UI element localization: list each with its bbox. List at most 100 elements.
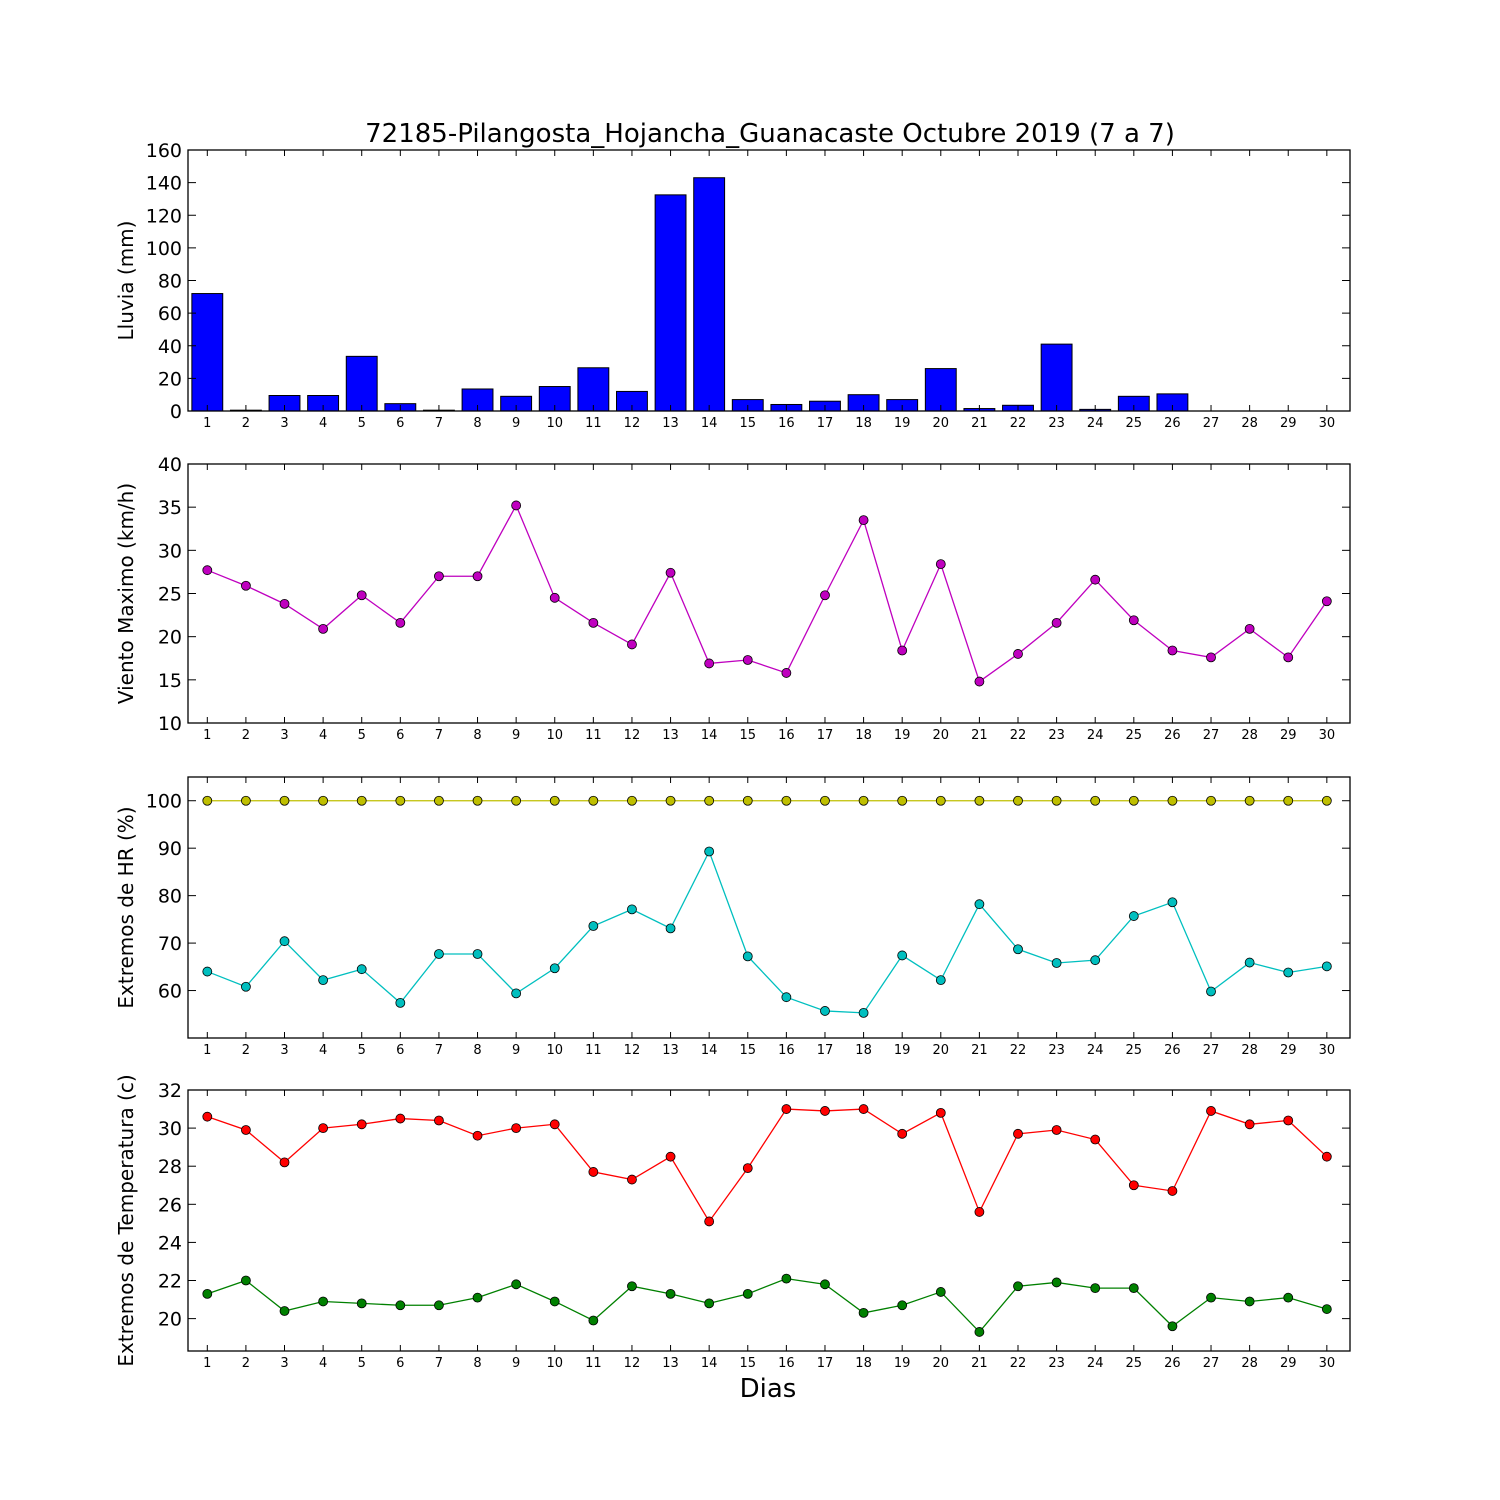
temperature-data-point [974, 1327, 985, 1337]
temperature-data-point [588, 1167, 599, 1177]
humidity-x-tick-label: 1 [203, 1043, 211, 1058]
humidity-y-tick-label: 80 [158, 886, 182, 908]
humidity-data-point [820, 795, 830, 806]
humidity-data-point [1321, 795, 1332, 806]
temperature-data-point [1051, 1277, 1062, 1288]
wind-x-tick-label: 15 [739, 728, 756, 743]
rain-x-tick-label: 21 [971, 416, 988, 431]
rain-x-tick-label: 11 [585, 416, 602, 431]
wind-data-point [434, 571, 444, 582]
temperature-x-tick-label: 17 [817, 1356, 834, 1371]
rain-x-tick-label: 8 [473, 416, 481, 431]
temperature-axis-frame [187, 1089, 1351, 1352]
temperature-data-point [1128, 1180, 1139, 1191]
humidity-data-point [511, 795, 522, 806]
humidity-x-tick-label: 6 [396, 1043, 404, 1058]
wind-data-point [974, 676, 985, 687]
temperature-series-line-2 [207, 1277, 1328, 1333]
wind-x-tick-label: 19 [894, 728, 911, 743]
temperature-x-tick-label: 14 [701, 1356, 718, 1371]
humidity-data-point [549, 963, 560, 974]
humidity-data-point [1244, 957, 1255, 968]
rain-y-tick-label: 0 [170, 401, 182, 423]
humidity-x-tick-label: 13 [662, 1043, 679, 1058]
rain-x-tick-label: 22 [1010, 416, 1027, 431]
temperature-data-point [820, 1106, 830, 1116]
wind-data-point [781, 668, 792, 678]
wind-y-tick-label: 10 [158, 713, 182, 735]
temperature-data-point [434, 1115, 444, 1126]
rain-x-tick-label: 2 [242, 416, 250, 431]
humidity-data-point [1206, 795, 1216, 806]
wind-data-point [858, 515, 869, 526]
humidity-data-point [1167, 795, 1178, 806]
rain-y-tick-label: 120 [146, 205, 182, 227]
temperature-data-point [742, 1288, 753, 1299]
temperature-x-tick-label: 8 [473, 1356, 481, 1371]
temperature-x-tick-label: 12 [624, 1356, 641, 1371]
humidity-x-tick-label: 28 [1241, 1043, 1258, 1058]
temperature-x-tick-label: 23 [1048, 1356, 1065, 1371]
rain-x-tick-label: 26 [1164, 416, 1181, 431]
wind-x-tick-label: 10 [546, 728, 563, 743]
humidity-data-point [1128, 911, 1139, 921]
wind-data-point [1283, 652, 1294, 663]
wind-x-tick-label: 22 [1010, 728, 1027, 743]
temperature-data-point [356, 1119, 367, 1130]
rain-x-tick-label: 28 [1241, 416, 1258, 431]
temperature-data-point [1167, 1321, 1178, 1332]
wind-x-tick-label: 29 [1280, 728, 1297, 743]
rain-y-tick-label: 80 [158, 271, 182, 293]
wind-data-point [1128, 615, 1139, 626]
wind-data-point [588, 617, 599, 628]
temperature-x-tick-label: 18 [855, 1356, 872, 1371]
rain-x-tick-label: 6 [396, 416, 404, 431]
humidity-data-point [1167, 897, 1178, 908]
humidity-data-point [781, 992, 792, 1003]
humidity-series-line-2 [207, 849, 1327, 1014]
wind-data-point [627, 639, 637, 650]
temperature-data-point [549, 1296, 560, 1307]
wind-x-tick-label: 17 [817, 728, 834, 743]
wind-data-point [1167, 645, 1178, 656]
rain-y-tick-label: 140 [146, 173, 182, 195]
figure-title: 72185-Pilangosta_Hojancha_Guanacaste Oct… [365, 119, 1175, 149]
humidity-x-tick-label: 9 [512, 1043, 520, 1058]
temperature-data-point [974, 1207, 985, 1217]
temperature-data-point [1283, 1115, 1294, 1126]
rain-x-tick-label: 30 [1319, 416, 1336, 431]
x-axis-label: Dias [740, 1374, 797, 1404]
humidity-data-point [897, 795, 908, 806]
rain-x-tick-label: 17 [817, 416, 834, 431]
rain-bar [191, 293, 224, 412]
wind-x-tick-label: 25 [1126, 728, 1143, 743]
temperature-x-tick-label: 9 [512, 1356, 520, 1371]
rain-x-tick-label: 1 [203, 416, 211, 431]
humidity-data-point [356, 795, 367, 806]
temperature-x-tick-label: 7 [435, 1356, 443, 1371]
wind-y-tick-label: 30 [158, 540, 182, 562]
temperature-y-axis-label: Extremos de Temperatura (c) [114, 1074, 138, 1366]
temperature-data-point [356, 1298, 367, 1309]
temperature-data-point [472, 1292, 483, 1303]
humidity-data-point [897, 950, 908, 961]
humidity-x-tick-label: 25 [1126, 1043, 1143, 1058]
rain-bar [1040, 343, 1073, 412]
humidity-data-point [588, 921, 599, 931]
humidity-x-tick-label: 14 [701, 1043, 718, 1058]
temperature-data-point [434, 1300, 444, 1311]
humidity-data-point [935, 795, 946, 806]
humidity-x-tick-label: 5 [358, 1043, 366, 1058]
humidity-data-point [318, 975, 329, 986]
temperature-data-point [935, 1287, 946, 1297]
humidity-data-point [1013, 944, 1023, 955]
humidity-data-point [395, 997, 406, 1008]
rain-y-tick-label: 20 [158, 368, 182, 390]
chart-panels: 1 2 3 4 5 6 7 8 9 10 11 12 13 14 15 16 17 18 19 20 21 22 23 24 2… [114, 140, 1351, 1371]
temperature-data-point [858, 1104, 869, 1114]
humidity-x-tick-label: 11 [585, 1043, 602, 1058]
humidity-data-point [1013, 795, 1023, 806]
rain-x-tick-label: 27 [1203, 416, 1220, 431]
wind-data-point [356, 590, 367, 601]
